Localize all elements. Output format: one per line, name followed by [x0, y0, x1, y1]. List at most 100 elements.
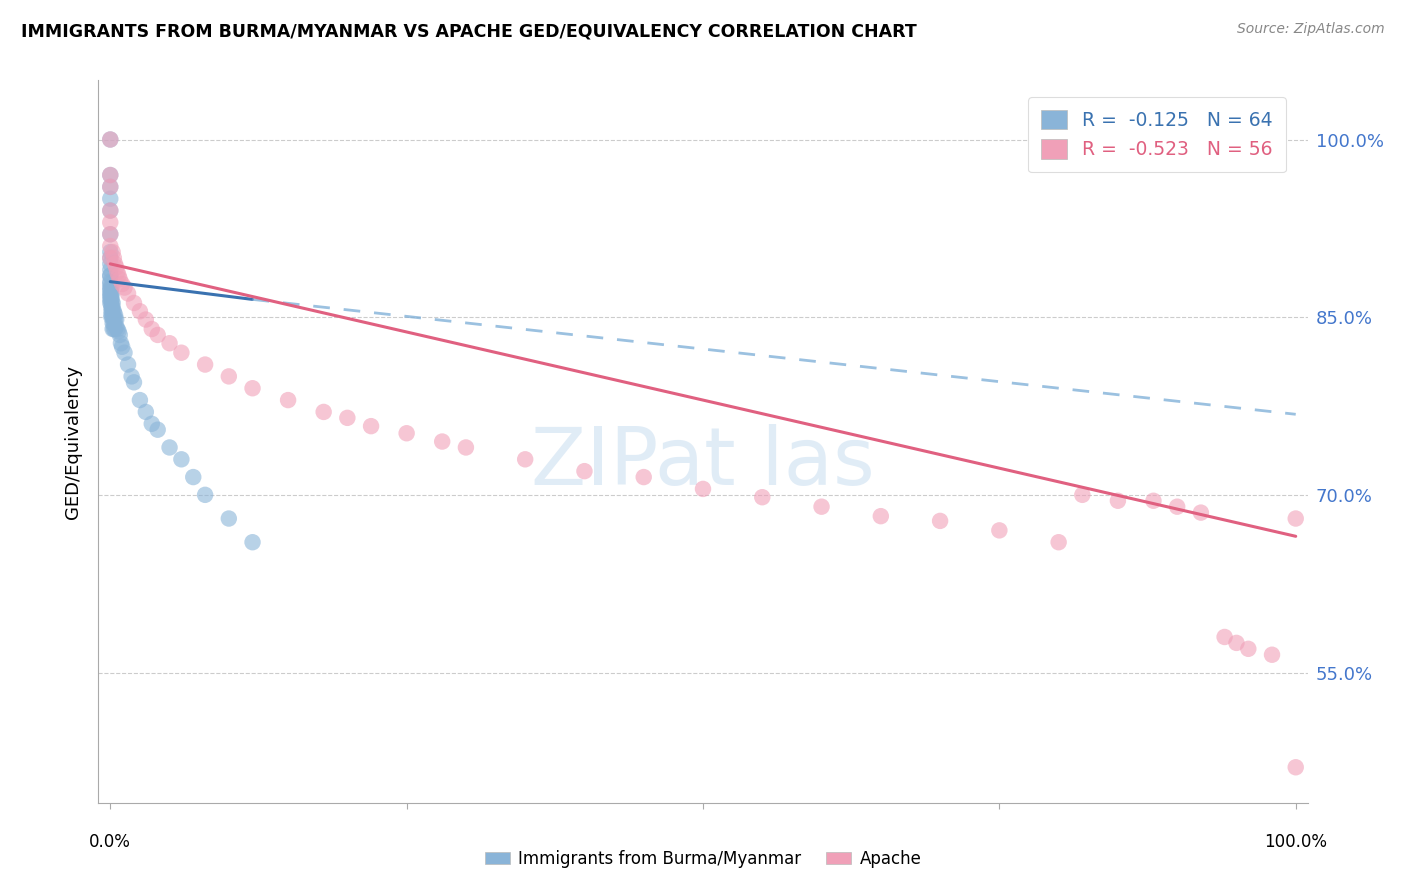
Point — [98, 203, 121, 218]
Point — [100, 298, 122, 312]
Point — [395, 426, 418, 441]
Point — [141, 417, 163, 431]
Point — [98, 289, 121, 303]
Point — [100, 289, 122, 303]
Point — [129, 393, 152, 408]
Point — [146, 327, 169, 342]
Point — [105, 260, 128, 275]
Y-axis label: GED/Equivalency: GED/Equivalency — [65, 365, 83, 518]
Point — [101, 322, 124, 336]
Point — [98, 215, 121, 229]
Point — [242, 381, 264, 395]
Point — [129, 304, 152, 318]
Point — [1142, 493, 1164, 508]
Point — [218, 511, 240, 525]
Point — [1189, 506, 1212, 520]
Point — [100, 280, 122, 294]
Point — [98, 180, 121, 194]
Point — [988, 524, 1011, 538]
Point — [1237, 641, 1260, 656]
Point — [101, 304, 124, 318]
Point — [170, 345, 193, 359]
Point — [104, 308, 127, 322]
Point — [98, 251, 121, 265]
Point — [146, 423, 169, 437]
Point — [141, 322, 163, 336]
Point — [98, 180, 121, 194]
Point — [277, 393, 299, 408]
Point — [111, 277, 134, 291]
Point — [98, 192, 121, 206]
Point — [692, 482, 714, 496]
Point — [1071, 488, 1094, 502]
Point — [103, 316, 125, 330]
Point — [98, 268, 121, 283]
Point — [114, 280, 136, 294]
Point — [103, 304, 125, 318]
Point — [98, 227, 121, 242]
Point — [100, 301, 122, 315]
Point — [98, 283, 121, 297]
Point — [1213, 630, 1236, 644]
Point — [100, 294, 122, 309]
Point — [242, 535, 264, 549]
Point — [98, 251, 121, 265]
Point — [98, 275, 121, 289]
Point — [98, 280, 121, 294]
Point — [107, 325, 129, 339]
Point — [1225, 636, 1247, 650]
Point — [100, 310, 122, 325]
Point — [135, 405, 157, 419]
Point — [454, 441, 477, 455]
Point — [108, 272, 131, 286]
Point — [1285, 511, 1308, 525]
Text: Source: ZipAtlas.com: Source: ZipAtlas.com — [1237, 22, 1385, 37]
Point — [633, 470, 655, 484]
Point — [104, 257, 127, 271]
Point — [1261, 648, 1284, 662]
Point — [98, 132, 121, 146]
Point — [100, 286, 122, 301]
Point — [100, 308, 122, 322]
Point — [312, 405, 335, 419]
Point — [181, 470, 204, 484]
Point — [574, 464, 596, 478]
Point — [100, 293, 122, 307]
Point — [98, 168, 121, 182]
Point — [194, 358, 217, 372]
Point — [929, 514, 952, 528]
Point — [114, 345, 136, 359]
Point — [98, 203, 121, 218]
Point — [98, 257, 121, 271]
Point — [108, 327, 131, 342]
Point — [117, 358, 139, 372]
Text: 100.0%: 100.0% — [1264, 833, 1327, 851]
Point — [432, 434, 454, 449]
Point — [110, 336, 132, 351]
Point — [101, 301, 124, 315]
Point — [103, 310, 125, 325]
Point — [98, 132, 121, 146]
Point — [105, 319, 128, 334]
Point — [135, 312, 157, 326]
Point — [101, 296, 124, 310]
Point — [810, 500, 832, 514]
Point — [1047, 535, 1070, 549]
Point — [515, 452, 537, 467]
Point — [104, 312, 127, 326]
Point — [98, 227, 121, 242]
Point — [159, 336, 181, 351]
Point — [105, 265, 128, 279]
Point — [107, 268, 129, 283]
Point — [100, 304, 122, 318]
Point — [360, 419, 382, 434]
Point — [105, 322, 128, 336]
Text: 0.0%: 0.0% — [90, 833, 131, 851]
Point — [98, 239, 121, 253]
Point — [98, 293, 121, 307]
Point — [111, 340, 134, 354]
Legend: R =  -0.125   N = 64, R =  -0.523   N = 56: R = -0.125 N = 64, R = -0.523 N = 56 — [1028, 97, 1286, 172]
Point — [1166, 500, 1188, 514]
Point — [194, 488, 217, 502]
Point — [101, 245, 124, 260]
